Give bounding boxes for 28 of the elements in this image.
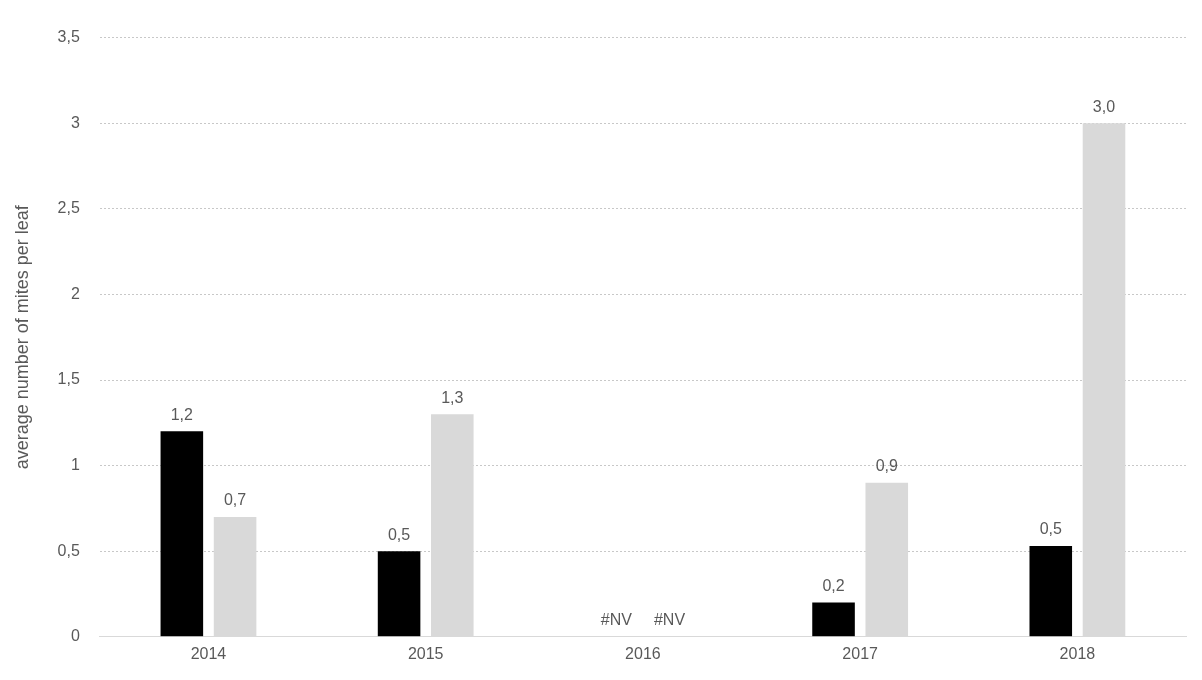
data-label: 0,2 <box>822 576 845 594</box>
text: #NV <box>653 611 686 629</box>
bar <box>1029 546 1073 637</box>
y-tick-label: 3,5 <box>57 28 80 46</box>
x-tick-label: 2016 <box>625 644 661 662</box>
data-label: 0,5 <box>387 525 411 543</box>
data-label: 1,2 <box>170 405 194 423</box>
y-tick-label: 1 <box>70 456 80 474</box>
bar <box>377 551 421 637</box>
x-tick-label: 2017 <box>842 644 879 662</box>
data-label: 1,3 <box>441 388 464 406</box>
y-tick-label: 0 <box>70 627 80 645</box>
x-tick-label: 2014 <box>190 644 227 662</box>
y-tick-label: 2 <box>70 284 80 302</box>
data-label: 0,9 <box>875 457 898 475</box>
bar <box>160 431 204 637</box>
x-tick-label: 2018 <box>1059 644 1096 662</box>
y-axis-title: average number of mites per leaf <box>11 204 32 470</box>
x-tick-label: 2015 <box>407 644 444 662</box>
data-label: 3,0 <box>1092 97 1116 115</box>
y-tick-label: 3 <box>70 113 80 131</box>
y-tick-label: 1,5 <box>57 370 80 388</box>
data-label: 0,5 <box>1039 520 1062 538</box>
y-tick-label: 0,5 <box>57 541 80 559</box>
data-label: 0,7 <box>223 491 247 509</box>
text: #NV <box>600 611 632 629</box>
y-tick-label: 2,5 <box>57 199 80 217</box>
bar <box>812 602 855 637</box>
